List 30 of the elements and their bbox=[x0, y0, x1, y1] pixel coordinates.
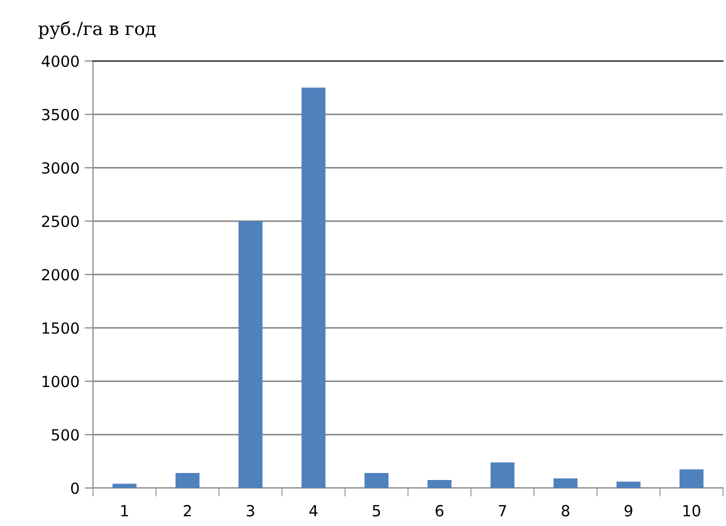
y-tick-label: 1500 bbox=[42, 322, 79, 334]
x-tick-label: 1 bbox=[121, 505, 128, 516]
y-tick-label: 2500 bbox=[42, 216, 79, 228]
x-tick-label: 8 bbox=[562, 504, 570, 516]
bar bbox=[680, 469, 704, 488]
y-tick-label: 3500 bbox=[42, 108, 79, 120]
x-tick-label: 5 bbox=[372, 505, 380, 516]
y-tick-label: 4000 bbox=[42, 55, 79, 68]
x-tick-label: 3 bbox=[246, 504, 254, 516]
y-tick-label: 1000 bbox=[42, 376, 79, 388]
y-tick-label: 2000 bbox=[42, 268, 79, 281]
bar bbox=[554, 478, 578, 488]
bar bbox=[428, 480, 452, 488]
x-tick-label: 10 bbox=[683, 504, 700, 516]
x-tick-label: 4 bbox=[309, 505, 318, 516]
bar bbox=[616, 482, 640, 488]
bar bbox=[112, 484, 136, 488]
y-tick-label: 500 bbox=[52, 429, 79, 441]
y-tick-label: 0 bbox=[71, 482, 79, 494]
x-tick-label: 9 bbox=[624, 504, 632, 516]
bar bbox=[176, 473, 200, 488]
bar bbox=[364, 473, 388, 488]
x-tick-label: 7 bbox=[498, 505, 506, 516]
bar bbox=[490, 462, 514, 488]
x-tick-label: 2 bbox=[184, 504, 191, 516]
x-tick-label: 6 bbox=[436, 504, 444, 516]
bar bbox=[302, 88, 326, 488]
y-tick-label: 3000 bbox=[42, 162, 79, 174]
bar bbox=[238, 221, 262, 488]
y-axis-title: руб./га в год bbox=[38, 20, 156, 40]
